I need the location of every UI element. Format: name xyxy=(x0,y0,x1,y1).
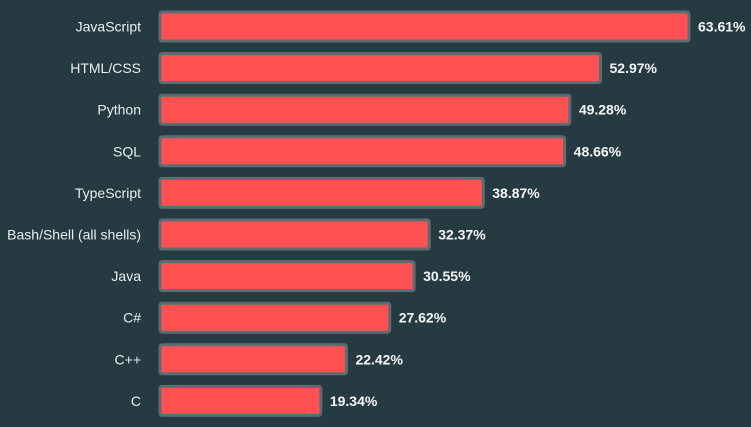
value-label: 27.62% xyxy=(399,310,447,326)
category-label: TypeScript xyxy=(75,185,141,201)
bars-group xyxy=(158,10,691,417)
value-label: 52.97% xyxy=(610,60,658,76)
value-label: 19.34% xyxy=(330,393,378,409)
category-label: Java xyxy=(111,268,141,284)
value-label: 63.61% xyxy=(698,19,746,35)
category-label: C++ xyxy=(115,351,141,367)
bar xyxy=(158,10,691,43)
value-label: 48.66% xyxy=(574,143,622,159)
bar xyxy=(158,93,572,126)
category-label: HTML/CSS xyxy=(70,60,141,76)
bar xyxy=(158,301,392,334)
category-labels: JavaScript HTML/CSS Python SQL TypeScript Bas… xyxy=(7,19,141,409)
bar xyxy=(158,384,323,417)
bar xyxy=(158,343,348,376)
category-label: C# xyxy=(123,310,141,326)
category-label: C xyxy=(131,393,141,409)
category-label: Python xyxy=(97,102,141,118)
bar xyxy=(158,52,603,85)
bar xyxy=(158,218,431,251)
bar xyxy=(158,176,485,209)
category-label: Bash/Shell (all shells) xyxy=(7,227,141,243)
value-labels: 63.61% 52.97% 49.28% 48.66% 38.87% 32.37% 30.5… xyxy=(330,19,746,409)
value-label: 32.37% xyxy=(438,227,486,243)
bar xyxy=(158,135,567,168)
value-label: 38.87% xyxy=(492,185,540,201)
value-label: 49.28% xyxy=(579,102,627,118)
value-label: 22.42% xyxy=(355,351,403,367)
bar xyxy=(158,260,416,293)
category-label: JavaScript xyxy=(76,19,141,35)
category-label: SQL xyxy=(113,143,141,159)
value-label: 30.55% xyxy=(423,268,471,284)
